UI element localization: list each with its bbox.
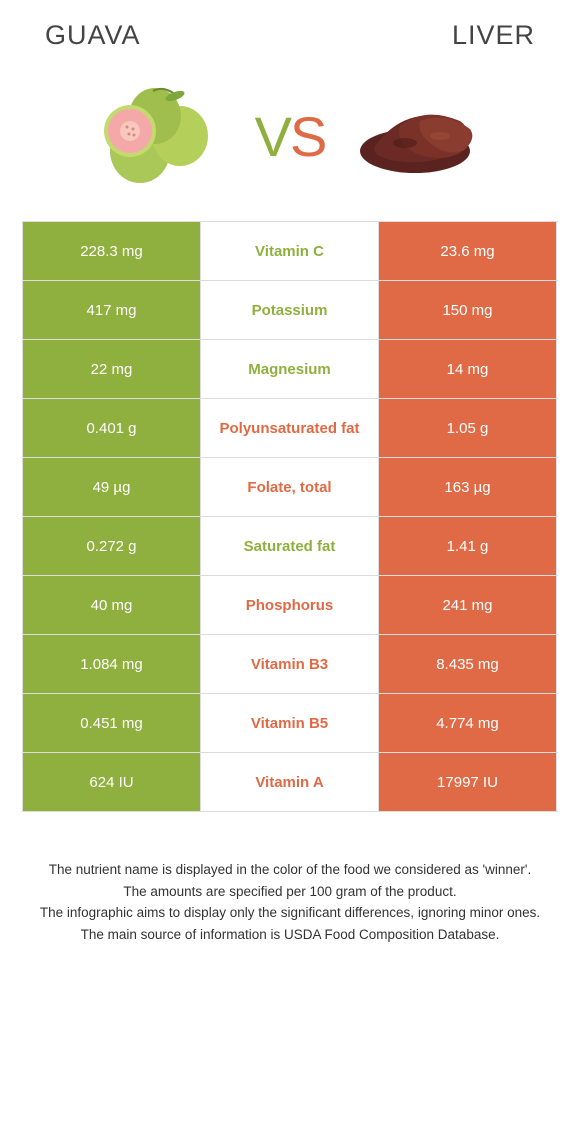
nutrient-label: Folate, total: [201, 458, 379, 516]
vs-v: V: [255, 105, 290, 168]
nutrient-table: 228.3 mgVitamin C23.6 mg417 mgPotassium1…: [22, 221, 558, 812]
footnotes: The nutrient name is displayed in the co…: [0, 812, 580, 944]
liver-value: 4.774 mg: [379, 694, 557, 752]
nutrient-label: Vitamin B3: [201, 635, 379, 693]
table-row: 624 IUVitamin A17997 IU: [23, 753, 558, 812]
guava-value: 49 µg: [23, 458, 201, 516]
table-row: 0.451 mgVitamin B54.774 mg: [23, 694, 558, 753]
liver-value: 14 mg: [379, 340, 557, 398]
vs-section: VS: [0, 61, 580, 221]
guava-value: 417 mg: [23, 281, 201, 339]
liver-image: [345, 81, 495, 191]
guava-value: 228.3 mg: [23, 222, 201, 280]
table-row: 417 mgPotassium150 mg: [23, 281, 558, 340]
guava-value: 0.401 g: [23, 399, 201, 457]
footnote-line: The nutrient name is displayed in the co…: [28, 860, 552, 880]
nutrient-label: Vitamin A: [201, 753, 379, 811]
vs-label: VS: [255, 104, 326, 169]
liver-value: 163 µg: [379, 458, 557, 516]
liver-value: 23.6 mg: [379, 222, 557, 280]
table-row: 0.401 gPolyunsaturated fat1.05 g: [23, 399, 558, 458]
table-row: 1.084 mgVitamin B38.435 mg: [23, 635, 558, 694]
guava-image: [85, 81, 235, 191]
footnote-line: The main source of information is USDA F…: [28, 925, 552, 945]
table-row: 22 mgMagnesium14 mg: [23, 340, 558, 399]
table-row: 40 mgPhosphorus241 mg: [23, 576, 558, 635]
nutrient-label: Phosphorus: [201, 576, 379, 634]
title-guava: GUAVA: [45, 20, 141, 51]
table-row: 0.272 gSaturated fat1.41 g: [23, 517, 558, 576]
liver-value: 241 mg: [379, 576, 557, 634]
table-row: 228.3 mgVitamin C23.6 mg: [23, 222, 558, 281]
guava-value: 1.084 mg: [23, 635, 201, 693]
nutrient-label: Magnesium: [201, 340, 379, 398]
nutrient-label: Vitamin B5: [201, 694, 379, 752]
guava-value: 40 mg: [23, 576, 201, 634]
liver-value: 17997 IU: [379, 753, 557, 811]
guava-value: 0.272 g: [23, 517, 201, 575]
vs-s: S: [290, 105, 325, 168]
header: GUAVA LIVER: [0, 0, 580, 61]
nutrient-label: Saturated fat: [201, 517, 379, 575]
liver-value: 150 mg: [379, 281, 557, 339]
table-row: 49 µgFolate, total163 µg: [23, 458, 558, 517]
liver-value: 1.41 g: [379, 517, 557, 575]
guava-value: 22 mg: [23, 340, 201, 398]
guava-value: 0.451 mg: [23, 694, 201, 752]
liver-value: 1.05 g: [379, 399, 557, 457]
nutrient-label: Potassium: [201, 281, 379, 339]
footnote-line: The amounts are specified per 100 gram o…: [28, 882, 552, 902]
liver-value: 8.435 mg: [379, 635, 557, 693]
guava-value: 624 IU: [23, 753, 201, 811]
footnote-line: The infographic aims to display only the…: [28, 903, 552, 923]
nutrient-label: Vitamin C: [201, 222, 379, 280]
nutrient-label: Polyunsaturated fat: [201, 399, 379, 457]
title-liver: LIVER: [452, 20, 535, 51]
